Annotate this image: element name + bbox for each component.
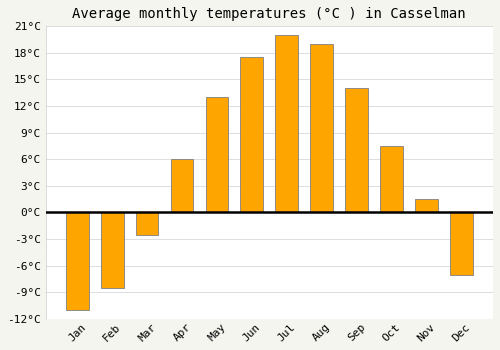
Title: Average monthly temperatures (°C ) in Casselman: Average monthly temperatures (°C ) in Ca… <box>72 7 466 21</box>
Bar <box>380 146 403 212</box>
Bar <box>170 159 194 212</box>
Bar <box>66 212 88 310</box>
Bar <box>310 44 333 212</box>
Bar <box>276 35 298 212</box>
Bar <box>450 212 472 274</box>
Bar <box>101 212 124 288</box>
Bar <box>415 199 438 212</box>
Bar <box>136 212 158 234</box>
Bar <box>206 97 229 212</box>
Bar <box>346 88 368 212</box>
Bar <box>240 57 263 212</box>
